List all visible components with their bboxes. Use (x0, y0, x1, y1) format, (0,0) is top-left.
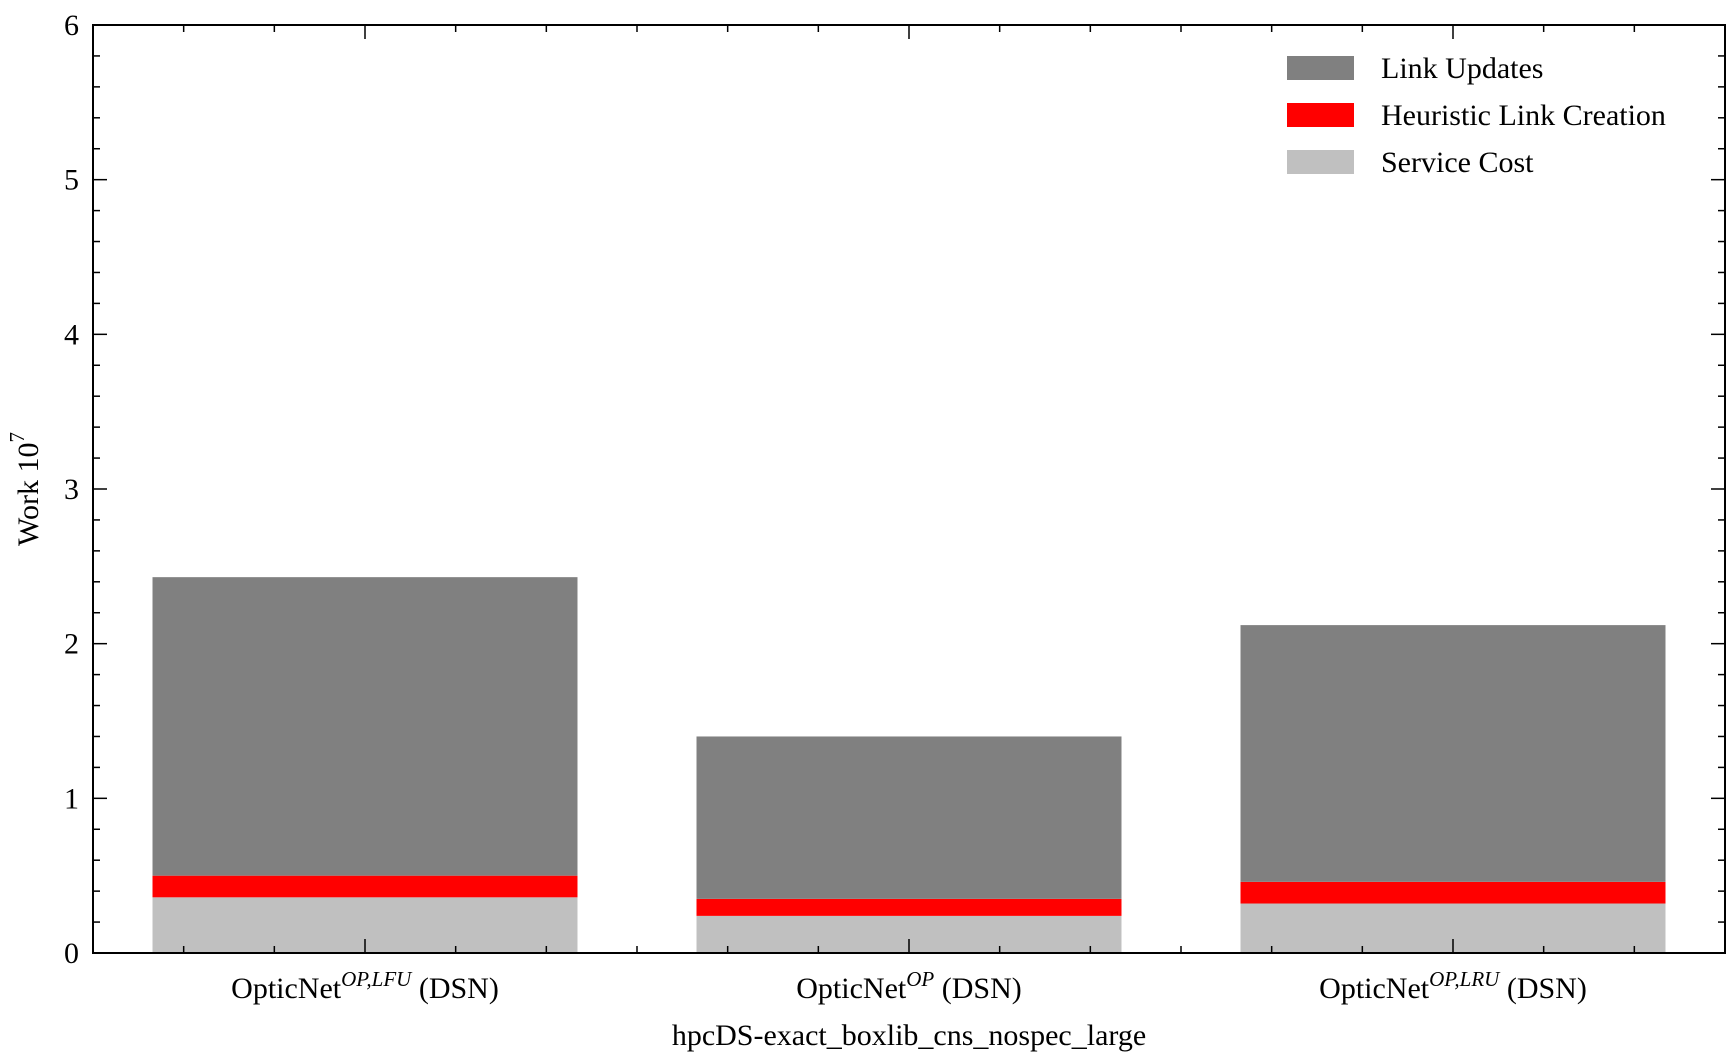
bar-link-updates-0 (152, 577, 578, 876)
y-tick-label: 6 (64, 9, 79, 42)
bars-group (152, 577, 1666, 953)
x-tick-label-suffix: (DSN) (411, 972, 499, 1005)
x-tick-label-suffix: (DSN) (1499, 972, 1587, 1005)
x-tick-label-2: OpticNetOP,LRU (DSN) (1319, 967, 1587, 1005)
x-tick-label-sup: OP (906, 967, 934, 991)
x-tick-label-sup: OP,LFU (341, 967, 413, 991)
legend-swatch-service-cost (1287, 150, 1354, 174)
legend-label-heuristic-link-creation: Heuristic Link Creation (1381, 99, 1666, 132)
y-tick-label: 5 (64, 164, 79, 197)
y-axis-title: Work 107 (5, 432, 45, 546)
bar-link-updates-1 (696, 736, 1122, 899)
legend-swatch-link-updates (1287, 56, 1354, 80)
bar-link-updates-2 (1240, 625, 1666, 882)
x-tick-label-base: OpticNet (1319, 972, 1430, 1005)
y-tick-label: 2 (64, 628, 79, 661)
x-axis-title: hpcDS-exact_boxlib_cns_nospec_large (672, 1019, 1146, 1052)
legend-label-link-updates: Link Updates (1381, 52, 1543, 85)
y-tick-label: 1 (64, 782, 79, 815)
bar-heuristic-link-creation-1 (696, 898, 1122, 916)
y-tick-label: 4 (64, 318, 79, 351)
x-tick-label-suffix: (DSN) (934, 972, 1022, 1005)
y-axis-title-base: Work 10 (12, 443, 45, 546)
x-tick-label-1: OpticNetOP (DSN) (796, 967, 1021, 1005)
bar-heuristic-link-creation-0 (152, 875, 578, 898)
bar-heuristic-link-creation-2 (1240, 881, 1666, 904)
x-tick-label-base: OpticNet (231, 972, 342, 1005)
legend-swatch-heuristic-link-creation (1287, 103, 1354, 127)
x-tick-label-base: OpticNet (796, 972, 907, 1005)
x-tick-label-0: OpticNetOP,LFU (DSN) (231, 967, 499, 1005)
x-tick-label-sup: OP,LRU (1429, 967, 1501, 991)
y-tick-label: 3 (64, 473, 79, 506)
y-axis-title-exponent: 7 (5, 432, 29, 443)
legend-label-service-cost: Service Cost (1381, 146, 1534, 179)
legend: Link Updates Heuristic Link Creation Servi… (1287, 52, 1666, 179)
y-tick-label: 0 (64, 937, 79, 970)
